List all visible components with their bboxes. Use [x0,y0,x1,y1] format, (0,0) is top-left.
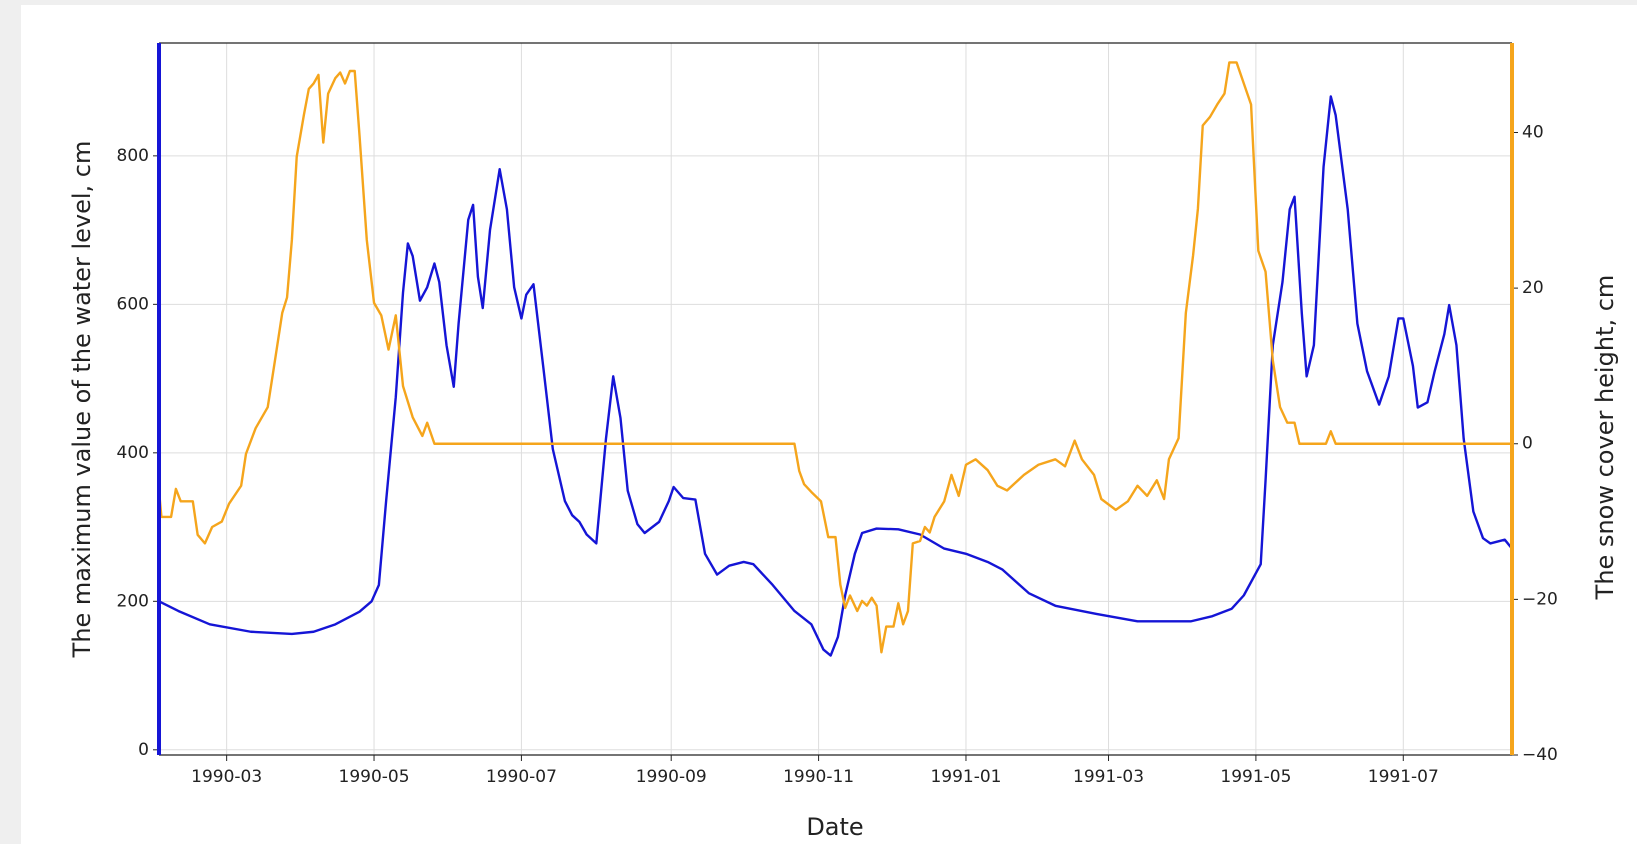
y-tick-label: 400 [117,443,149,463]
data-line [158,95,1513,657]
data-line [157,61,1512,654]
y-tick-label: 600 [117,294,149,314]
x-tick-label: 1990-03 [191,767,262,787]
x-tick-label: 1991-03 [1073,767,1144,787]
y2-tick-label: −20 [1522,589,1558,609]
y-axis-label: The maximum value of the water level, cm [68,141,96,659]
x-tick-label: 1990-07 [486,767,557,787]
x-tick-label: 1991-07 [1368,767,1439,787]
y2-axis-label: The snow cover height, cm [1591,275,1619,601]
y2-tick-label: 40 [1522,122,1544,142]
card [21,5,1637,844]
x-tick-label: 1990-05 [339,767,410,787]
x-tick-label: 1991-05 [1220,767,1291,787]
x-tick-label: 1990-11 [783,767,854,787]
x-tick-label: 1990-09 [636,767,707,787]
y2-tick-label: 0 [1522,434,1533,454]
y-tick-label: 0 [138,740,149,760]
y2-tick-label: 20 [1522,278,1544,298]
y2-tick-label: −40 [1522,745,1558,765]
x-tick-label: 1991-01 [930,767,1001,787]
x-axis-label: Date [806,813,863,841]
y-tick-label: 200 [117,591,149,611]
y-tick-label: 800 [117,146,149,166]
